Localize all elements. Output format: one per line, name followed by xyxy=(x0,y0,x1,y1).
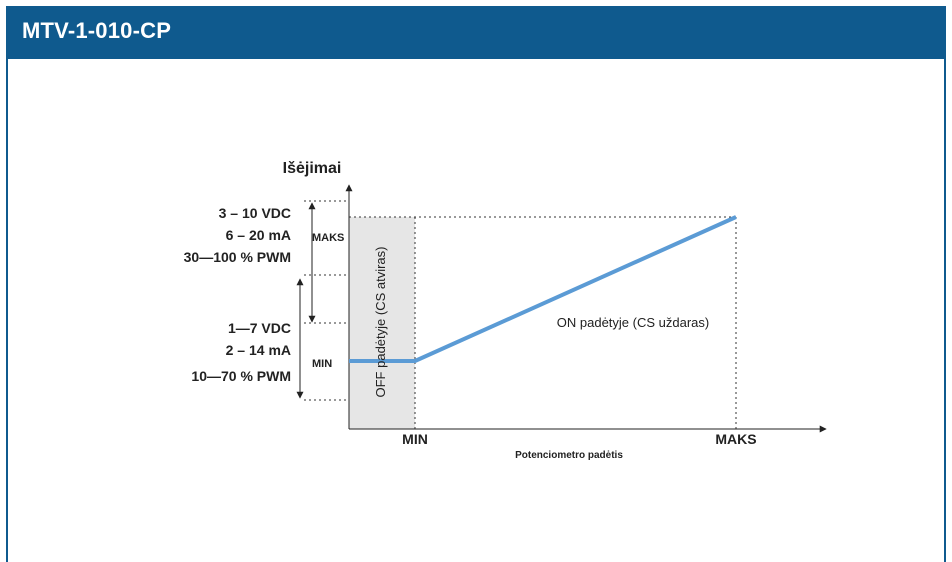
off-region xyxy=(349,217,415,429)
upper-range-labels: 3 – 10 VDC 6 – 20 mA 30—100 % PWM xyxy=(184,205,291,265)
lower-range-pwm: 10—70 % PWM xyxy=(191,368,291,384)
lower-range-labels: 1—7 VDC 2 – 14 mA 10—70 % PWM xyxy=(191,320,291,384)
upper-range-pwm: 30—100 % PWM xyxy=(184,249,291,265)
y-tick-max: MAKS xyxy=(312,232,344,244)
range-brackets xyxy=(296,202,316,399)
panel-frame: MTV-1-010-CP xyxy=(6,6,946,562)
on-region-label: ON padėtyje (CS uždaras) xyxy=(557,315,709,330)
lower-range-voltage: 1—7 VDC xyxy=(228,320,291,336)
off-region-label: OFF padėtyje (CS atviras) xyxy=(373,247,388,398)
y-tick-min: MIN xyxy=(312,358,332,370)
upper-range-current: 6 – 20 mA xyxy=(226,227,291,243)
guide-lines xyxy=(304,200,737,429)
panel-title: MTV-1-010-CP xyxy=(22,18,172,43)
output-characteristic-line xyxy=(349,215,737,363)
x-tick-max: MAKS xyxy=(715,431,756,447)
x-tick-min: MIN xyxy=(402,431,428,447)
upper-range-voltage: 3 – 10 VDC xyxy=(219,205,291,221)
x-axis-title: Potenciometro padėtis xyxy=(515,450,623,461)
y-axis-title: Išėjimai xyxy=(283,160,342,177)
panel-header: MTV-1-010-CP xyxy=(8,8,944,59)
lower-range-current: 2 – 14 mA xyxy=(226,342,291,358)
